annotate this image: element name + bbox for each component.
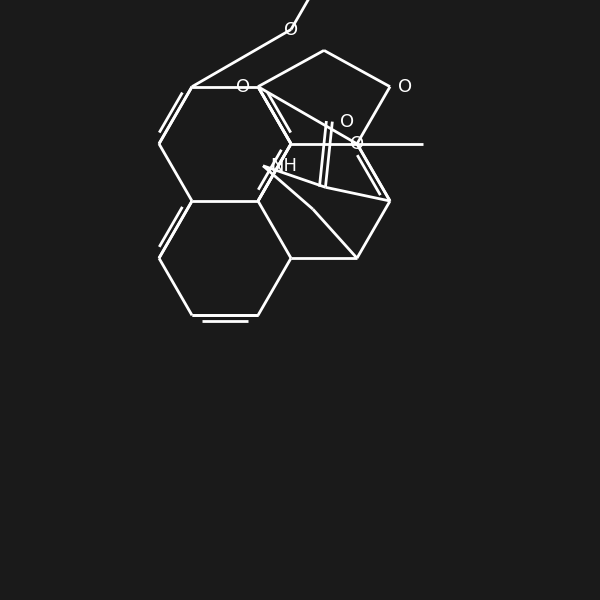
Text: O: O — [340, 113, 355, 131]
Text: NH: NH — [271, 157, 298, 175]
Text: O: O — [236, 77, 250, 95]
Text: O: O — [398, 77, 412, 95]
Text: O: O — [350, 135, 364, 153]
Text: O: O — [284, 20, 298, 38]
